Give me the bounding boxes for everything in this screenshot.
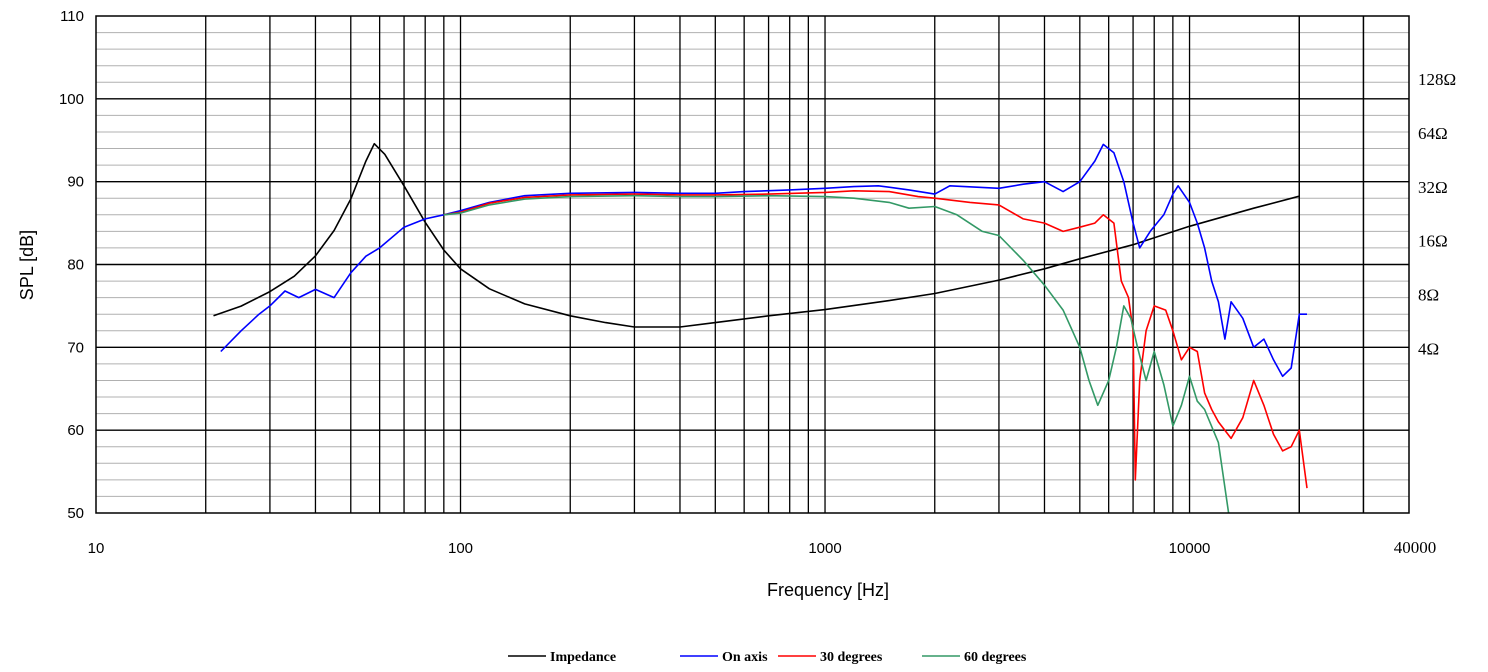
y2-tick-label: 64Ω	[1418, 124, 1448, 143]
legend-label: On axis	[722, 650, 768, 665]
x-axis-title: Frequency [Hz]	[767, 580, 889, 600]
legend-label: 60 degrees	[964, 650, 1027, 665]
y2-axis-ticks: 4Ω 8Ω 16Ω 32Ω 64Ω 128Ω	[1418, 70, 1456, 358]
y-tick-label: 80	[67, 257, 84, 274]
y2-tick-label: 16Ω	[1418, 232, 1448, 251]
legend: Impedance On axis 30 degrees 60 degrees	[508, 650, 1027, 665]
x-tick-label: 40000	[1394, 538, 1437, 557]
y-tick-label: 90	[67, 174, 84, 191]
series-line-30-degrees	[443, 190, 1308, 489]
y-tick-label: 110	[60, 8, 84, 25]
x-tick-label: 10	[88, 540, 105, 557]
y2-tick-label: 8Ω	[1418, 285, 1439, 304]
y-tick-label: 70	[67, 339, 84, 356]
series-line-60-degrees	[443, 194, 1230, 514]
series-line-on-axis	[220, 143, 1307, 378]
legend-label: Impedance	[550, 650, 616, 665]
plot-frame	[95, 15, 1410, 514]
x-tick-label: 100	[448, 540, 473, 557]
x-tick-label: 10000	[1169, 540, 1211, 557]
y-tick-label: 60	[67, 422, 84, 439]
y-axis-title: SPL [dB]	[17, 230, 37, 300]
y-tick-label: 50	[67, 505, 84, 522]
y-axis-ticks: 50 60 70 80 90 100 110	[59, 8, 84, 522]
major-gridlines	[96, 16, 1409, 513]
y2-tick-label: 4Ω	[1418, 339, 1439, 358]
x-tick-label: 1000	[808, 540, 841, 557]
series-lines	[213, 142, 1308, 514]
series-line-impedance	[213, 142, 1300, 328]
y2-tick-label: 128Ω	[1418, 70, 1456, 89]
x-axis-ticks: 10 100 1000 10000 40000	[88, 538, 1437, 557]
y-tick-label: 100	[59, 91, 84, 108]
y2-tick-label: 32Ω	[1418, 178, 1448, 197]
legend-label: 30 degrees	[820, 650, 883, 665]
